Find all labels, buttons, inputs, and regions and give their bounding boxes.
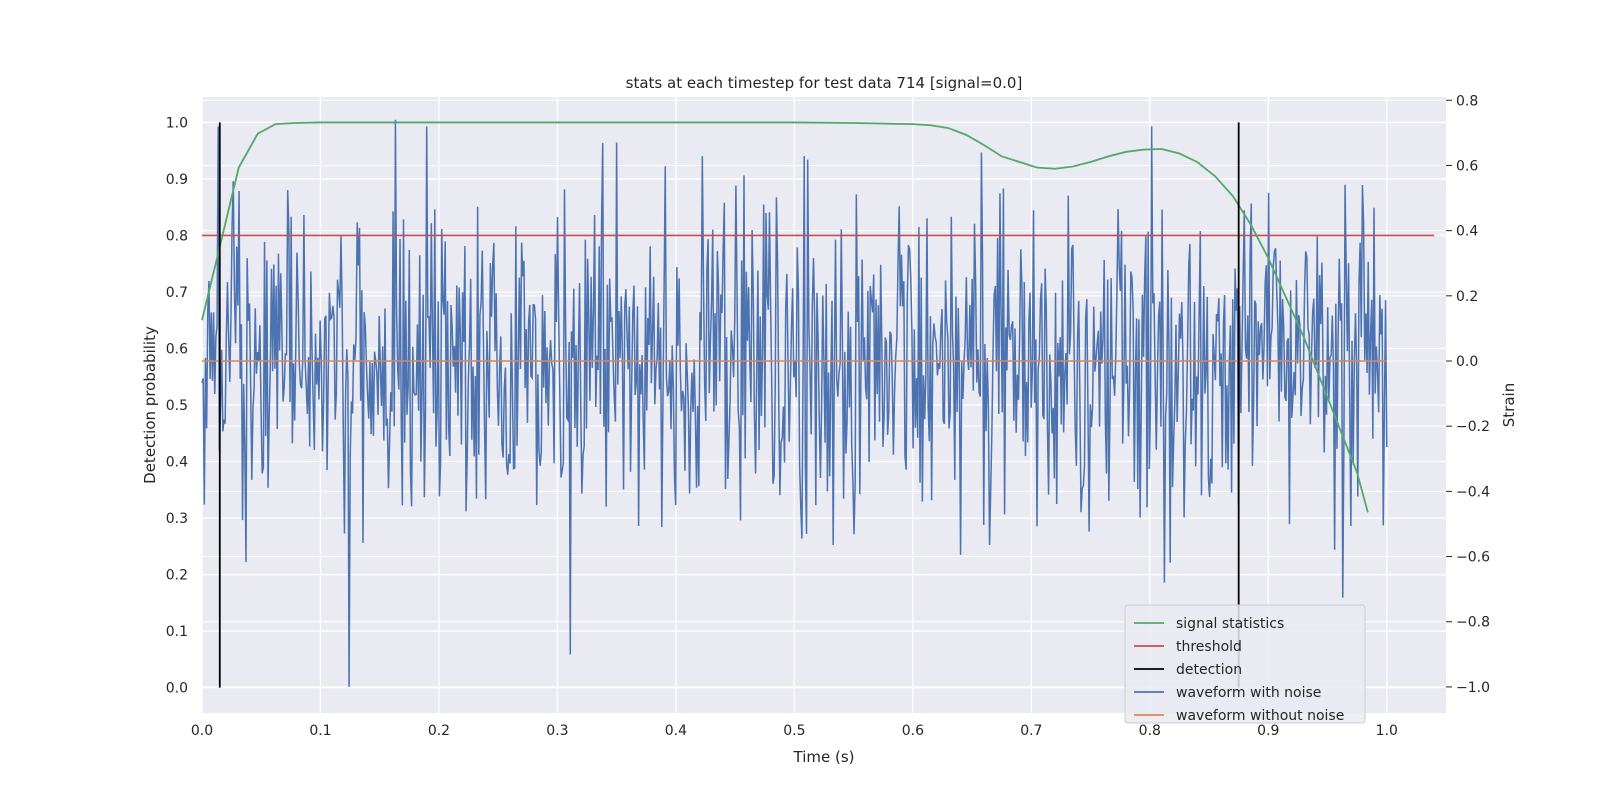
y2-tick-label: −0.4 xyxy=(1456,484,1490,500)
y2-tick-label: 0.4 xyxy=(1456,224,1478,240)
legend-label: waveform without noise xyxy=(1176,708,1344,724)
x-tick-label: 0.3 xyxy=(546,723,568,739)
x-tick-label: 0.2 xyxy=(428,723,450,739)
legend-label: waveform with noise xyxy=(1176,685,1321,701)
x-tick-label: 0.4 xyxy=(665,723,687,739)
x-tick-label: 0.6 xyxy=(902,723,924,739)
x-ticks: 0.0 0.1 0.2 0.3 0.4 0.5 0.6 0.7 0.8 0.9 1.0 xyxy=(191,723,1398,739)
x-tick-label: 0.8 xyxy=(1139,723,1161,739)
y2-ticks: −1.0 −0.8 −0.6 −0.4 −0.2 0.0 0.2 0.4 0.6 0.8 xyxy=(1446,93,1490,696)
x-tick-label: 1.0 xyxy=(1376,723,1398,739)
y2-axis-label: Strain xyxy=(1500,383,1518,427)
y-tick-label: 0.4 xyxy=(166,455,188,471)
chart-title: stats at each timestep for test data 714… xyxy=(626,74,1023,92)
y2-tick-label: −0.2 xyxy=(1456,419,1490,435)
y-tick-label: 1.0 xyxy=(166,115,188,131)
series-layer xyxy=(201,119,1435,688)
y-tick-label: 0.5 xyxy=(166,398,188,414)
series-waveform-with-noise xyxy=(201,119,1388,687)
x-tick-label: 0.1 xyxy=(309,723,331,739)
y2-tick-label: 0.0 xyxy=(1456,354,1478,370)
y-ticks: 0.0 0.1 0.2 0.3 0.4 0.5 0.6 0.7 0.8 0.9 1.0 xyxy=(166,115,188,696)
legend: signal statistics threshold detection wavef… xyxy=(1124,604,1366,724)
legend-label: threshold xyxy=(1176,639,1242,655)
y2-tick-label: 0.8 xyxy=(1456,93,1478,109)
x-tick-label: 0.0 xyxy=(191,723,213,739)
legend-label: detection xyxy=(1176,662,1242,678)
y2-tick-label: −0.8 xyxy=(1456,615,1490,631)
legend-box xyxy=(1124,604,1366,724)
series-signal-statistics xyxy=(201,121,1369,513)
y-tick-label: 0.7 xyxy=(166,285,188,301)
y2-tick-label: −1.0 xyxy=(1456,680,1490,696)
y-tick-label: 0.9 xyxy=(166,172,188,188)
x-axis-label: Time (s) xyxy=(793,748,855,766)
y2-tick-label: −0.6 xyxy=(1456,550,1490,566)
y2-tick-label: 0.2 xyxy=(1456,289,1478,305)
y-axis-label: Detection probability xyxy=(141,326,159,484)
x-tick-label: 0.5 xyxy=(783,723,805,739)
y-tick-label: 0.1 xyxy=(166,624,188,640)
y-tick-label: 0.3 xyxy=(166,511,188,527)
x-tick-label: 0.7 xyxy=(1020,723,1042,739)
y2-tick-label: 0.6 xyxy=(1456,158,1478,174)
y-tick-label: 0.6 xyxy=(166,341,188,357)
y-tick-label: 0.2 xyxy=(166,568,188,584)
y-tick-label: 0.8 xyxy=(166,228,188,244)
legend-label: signal statistics xyxy=(1176,616,1284,632)
y-tick-label: 0.0 xyxy=(166,681,188,697)
x-tick-label: 0.9 xyxy=(1257,723,1279,739)
